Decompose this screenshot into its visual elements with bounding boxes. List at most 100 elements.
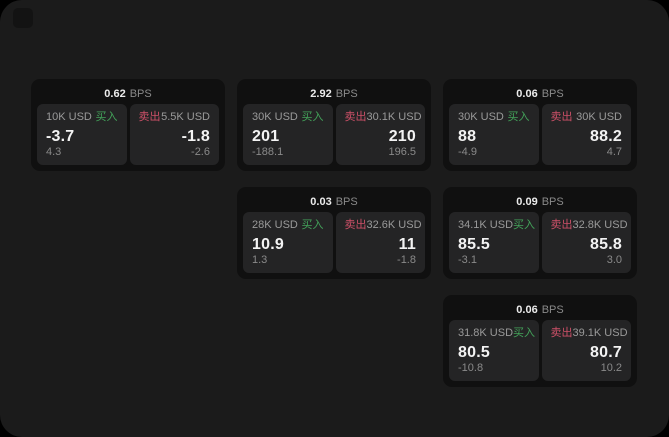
sell-amount: 32.8K USD: [572, 219, 628, 231]
buy-panel-header: 30K USD 买入: [458, 111, 530, 124]
bps-unit-label: BPS: [541, 303, 564, 316]
quote-card: 0.06 BPS 30K USD 买入 88 -4.9 卖出 30K USD 8…: [443, 79, 637, 171]
sell-delta: 3.0: [606, 254, 622, 266]
buy-amount: 30K USD: [458, 111, 504, 123]
sell-amount: 30.1K USD: [366, 111, 422, 123]
buy-delta: -4.9: [458, 146, 477, 158]
buy-panel[interactable]: 30K USD 买入 201 -188.1: [243, 104, 333, 165]
buy-badge[interactable]: 买入: [513, 219, 536, 231]
sell-badge[interactable]: 卖出: [138, 111, 161, 123]
sell-delta: 4.7: [606, 146, 622, 158]
card-header: 0.62 BPS: [37, 83, 219, 104]
sell-amount: 5.5K USD: [161, 111, 210, 123]
price-panels: 34.1K USD 买入 85.5 -3.1 卖出 32.8K USD 85.8…: [449, 212, 631, 273]
buy-price: 80.5: [458, 344, 490, 361]
buy-amount: 34.1K USD: [458, 219, 514, 231]
price-panels: 31.8K USD 买入 80.5 -10.8 卖出 39.1K USD 80.…: [449, 320, 631, 381]
sell-delta: -1.8: [397, 254, 416, 266]
card-header: 0.06 BPS: [449, 299, 631, 320]
buy-badge[interactable]: 买入: [507, 111, 530, 123]
bps-unit-label: BPS: [541, 87, 564, 100]
bps-value: 0.62: [104, 87, 126, 100]
bps-value: 0.06: [516, 87, 538, 100]
quote-card: 0.09 BPS 34.1K USD 买入 85.5 -3.1 卖出 32.8K…: [443, 187, 637, 279]
sell-panel-header: 卖出 30.1K USD: [344, 111, 422, 124]
buy-panel-header: 10K USD 买入: [46, 111, 118, 124]
sell-price: 11: [398, 236, 416, 253]
price-panels: 28K USD 买入 10.9 1.3 卖出 32.6K USD 11 -1.8: [243, 212, 425, 273]
buy-delta: 4.3: [46, 146, 62, 158]
sell-panel[interactable]: 卖出 39.1K USD 80.7 10.2: [541, 320, 631, 381]
sell-price: 80.7: [590, 344, 622, 361]
sell-price: -1.8: [181, 128, 210, 145]
bps-value: 0.09: [516, 195, 538, 208]
price-panels: 30K USD 买入 88 -4.9 卖出 30K USD 88.2 4.7: [449, 104, 631, 165]
bps-unit-label: BPS: [335, 195, 358, 208]
sell-panel-header: 卖出 39.1K USD: [550, 327, 628, 340]
sell-price: 88.2: [590, 128, 622, 145]
buy-badge[interactable]: 买入: [513, 327, 536, 339]
card-header: 0.03 BPS: [243, 191, 425, 212]
buy-delta: -10.8: [458, 362, 484, 374]
bps-value: 0.06: [516, 303, 538, 316]
sell-panel[interactable]: 卖出 5.5K USD -1.8 -2.6: [129, 104, 219, 165]
sell-panel[interactable]: 卖出 32.8K USD 85.8 3.0: [541, 212, 631, 273]
quote-card: 0.62 BPS 10K USD 买入 -3.7 4.3 卖出 5.5K USD…: [31, 79, 225, 171]
buy-panel-header: 31.8K USD 买入: [458, 327, 535, 340]
quote-card: 0.03 BPS 28K USD 买入 10.9 1.3 卖出 32.6K US…: [237, 187, 431, 279]
buy-badge[interactable]: 买入: [95, 111, 118, 123]
buy-amount: 30K USD: [252, 111, 298, 123]
sell-panel-header: 卖出 30K USD: [551, 111, 623, 124]
buy-badge[interactable]: 买入: [301, 111, 324, 123]
bps-unit-label: BPS: [541, 195, 564, 208]
sell-panel-header: 卖出 32.8K USD: [550, 219, 628, 232]
buy-price: 88: [458, 128, 477, 145]
card-header: 0.06 BPS: [449, 83, 631, 104]
buy-panel[interactable]: 34.1K USD 买入 85.5 -3.1: [449, 212, 539, 273]
buy-badge[interactable]: 买入: [301, 219, 324, 231]
buy-panel[interactable]: 30K USD 买入 88 -4.9: [449, 104, 539, 165]
sell-badge[interactable]: 卖出: [550, 219, 573, 231]
card-header: 2.92 BPS: [243, 83, 425, 104]
sell-panel[interactable]: 卖出 30K USD 88.2 4.7: [541, 104, 631, 165]
quote-card: 0.06 BPS 31.8K USD 买入 80.5 -10.8 卖出 39.1…: [443, 295, 637, 387]
buy-delta: -3.1: [458, 254, 477, 266]
bps-unit-label: BPS: [129, 87, 152, 100]
buy-delta: 1.3: [252, 254, 268, 266]
buy-panel[interactable]: 10K USD 买入 -3.7 4.3: [37, 104, 127, 165]
sell-badge[interactable]: 卖出: [344, 219, 367, 231]
sell-badge[interactable]: 卖出: [550, 111, 573, 123]
buy-panel[interactable]: 31.8K USD 买入 80.5 -10.8: [449, 320, 539, 381]
buy-delta: -188.1: [252, 146, 284, 158]
bps-unit-label: BPS: [335, 87, 358, 100]
buy-price: -3.7: [46, 128, 75, 145]
buy-panel-header: 34.1K USD 买入: [458, 219, 535, 232]
sell-delta: -2.6: [191, 146, 210, 158]
sell-panel-header: 卖出 32.6K USD: [344, 219, 422, 232]
buy-panel[interactable]: 28K USD 买入 10.9 1.3: [243, 212, 333, 273]
quote-card: 2.92 BPS 30K USD 买入 201 -188.1 卖出 30.1K …: [237, 79, 431, 171]
bps-value: 2.92: [310, 87, 332, 100]
quotes-grid: 0.62 BPS 10K USD 买入 -3.7 4.3 卖出 5.5K USD…: [31, 79, 637, 387]
card-header: 0.09 BPS: [449, 191, 631, 212]
sell-amount: 30K USD: [576, 111, 622, 123]
buy-panel-header: 30K USD 买入: [252, 111, 324, 124]
sell-delta: 10.2: [600, 362, 622, 374]
sell-panel[interactable]: 卖出 30.1K USD 210 196.5: [335, 104, 425, 165]
sell-panel-header: 卖出 5.5K USD: [139, 111, 211, 124]
buy-amount: 10K USD: [46, 111, 92, 123]
price-panels: 30K USD 买入 201 -188.1 卖出 30.1K USD 210 1…: [243, 104, 425, 165]
sell-price: 85.8: [590, 236, 622, 253]
app-logo-icon: [13, 8, 33, 28]
sell-amount: 39.1K USD: [572, 327, 628, 339]
buy-price: 201: [252, 128, 280, 145]
sell-badge[interactable]: 卖出: [550, 327, 573, 339]
sell-amount: 32.6K USD: [366, 219, 422, 231]
buy-price: 10.9: [252, 236, 284, 253]
sell-badge[interactable]: 卖出: [344, 111, 367, 123]
buy-amount: 28K USD: [252, 219, 298, 231]
price-panels: 10K USD 买入 -3.7 4.3 卖出 5.5K USD -1.8 -2.…: [37, 104, 219, 165]
buy-price: 85.5: [458, 236, 490, 253]
sell-panel[interactable]: 卖出 32.6K USD 11 -1.8: [335, 212, 425, 273]
